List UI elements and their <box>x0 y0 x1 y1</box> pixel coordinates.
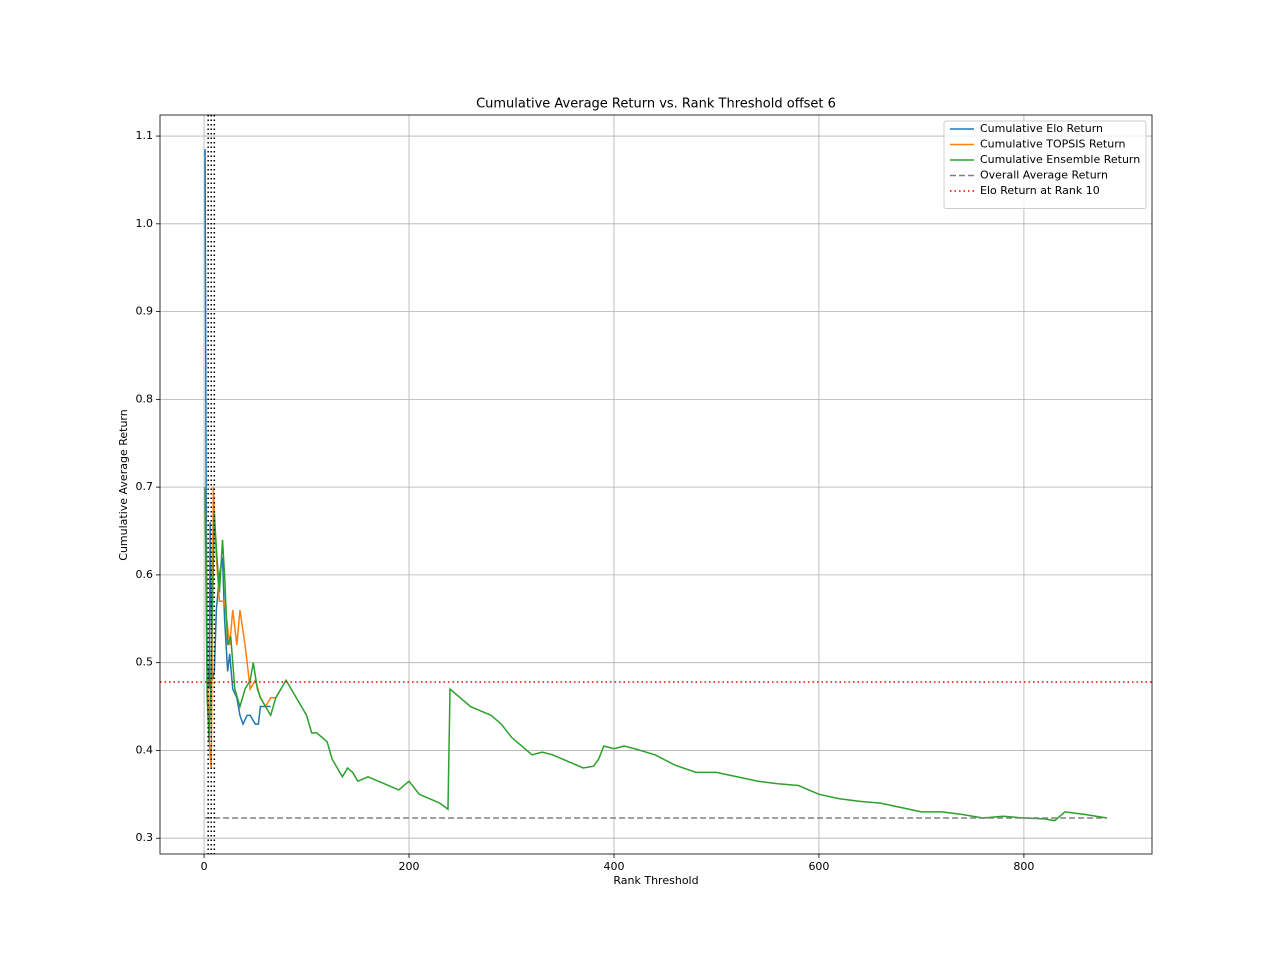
legend-label: Cumulative Elo Return <box>980 122 1103 135</box>
series-line <box>204 149 271 727</box>
x-axis-label: Rank Threshold <box>613 874 698 887</box>
plot-frame <box>159 114 1153 855</box>
x-tick-label: 600 <box>808 860 829 873</box>
y-tick-label: 0.4 <box>136 743 154 756</box>
y-tick-label: 0.5 <box>136 656 154 669</box>
legend-box <box>943 120 1147 209</box>
legend-label: Elo Return at Rank 10 <box>980 184 1100 197</box>
series-line <box>204 487 1108 822</box>
legend-label: Cumulative Ensemble Return <box>980 153 1140 166</box>
x-tick-label: 200 <box>399 860 420 873</box>
y-tick-label: 1.1 <box>136 129 154 142</box>
chart-title: Cumulative Average Return vs. Rank Thres… <box>476 97 836 112</box>
y-tick-label: 0.8 <box>136 392 154 405</box>
plot-area <box>160 115 1152 854</box>
x-tick-label: 800 <box>1013 860 1034 873</box>
y-tick-label: 0.9 <box>136 305 154 318</box>
legend-label: Overall Average Return <box>980 169 1108 182</box>
x-tick-label: 400 <box>603 860 624 873</box>
y-tick-label: 0.6 <box>136 568 154 581</box>
legend: Cumulative Elo Return Cumulative TOPSIS R… <box>943 120 1147 209</box>
y-axis-label: Cumulative Average Return <box>117 409 130 560</box>
legend-label: Cumulative TOPSIS Return <box>980 138 1126 151</box>
y-tick-label: 1.0 <box>136 217 154 230</box>
y-tick-label: 0.3 <box>136 831 154 844</box>
y-tick-label: 0.7 <box>136 480 154 493</box>
x-tick-label: 0 <box>201 860 208 873</box>
